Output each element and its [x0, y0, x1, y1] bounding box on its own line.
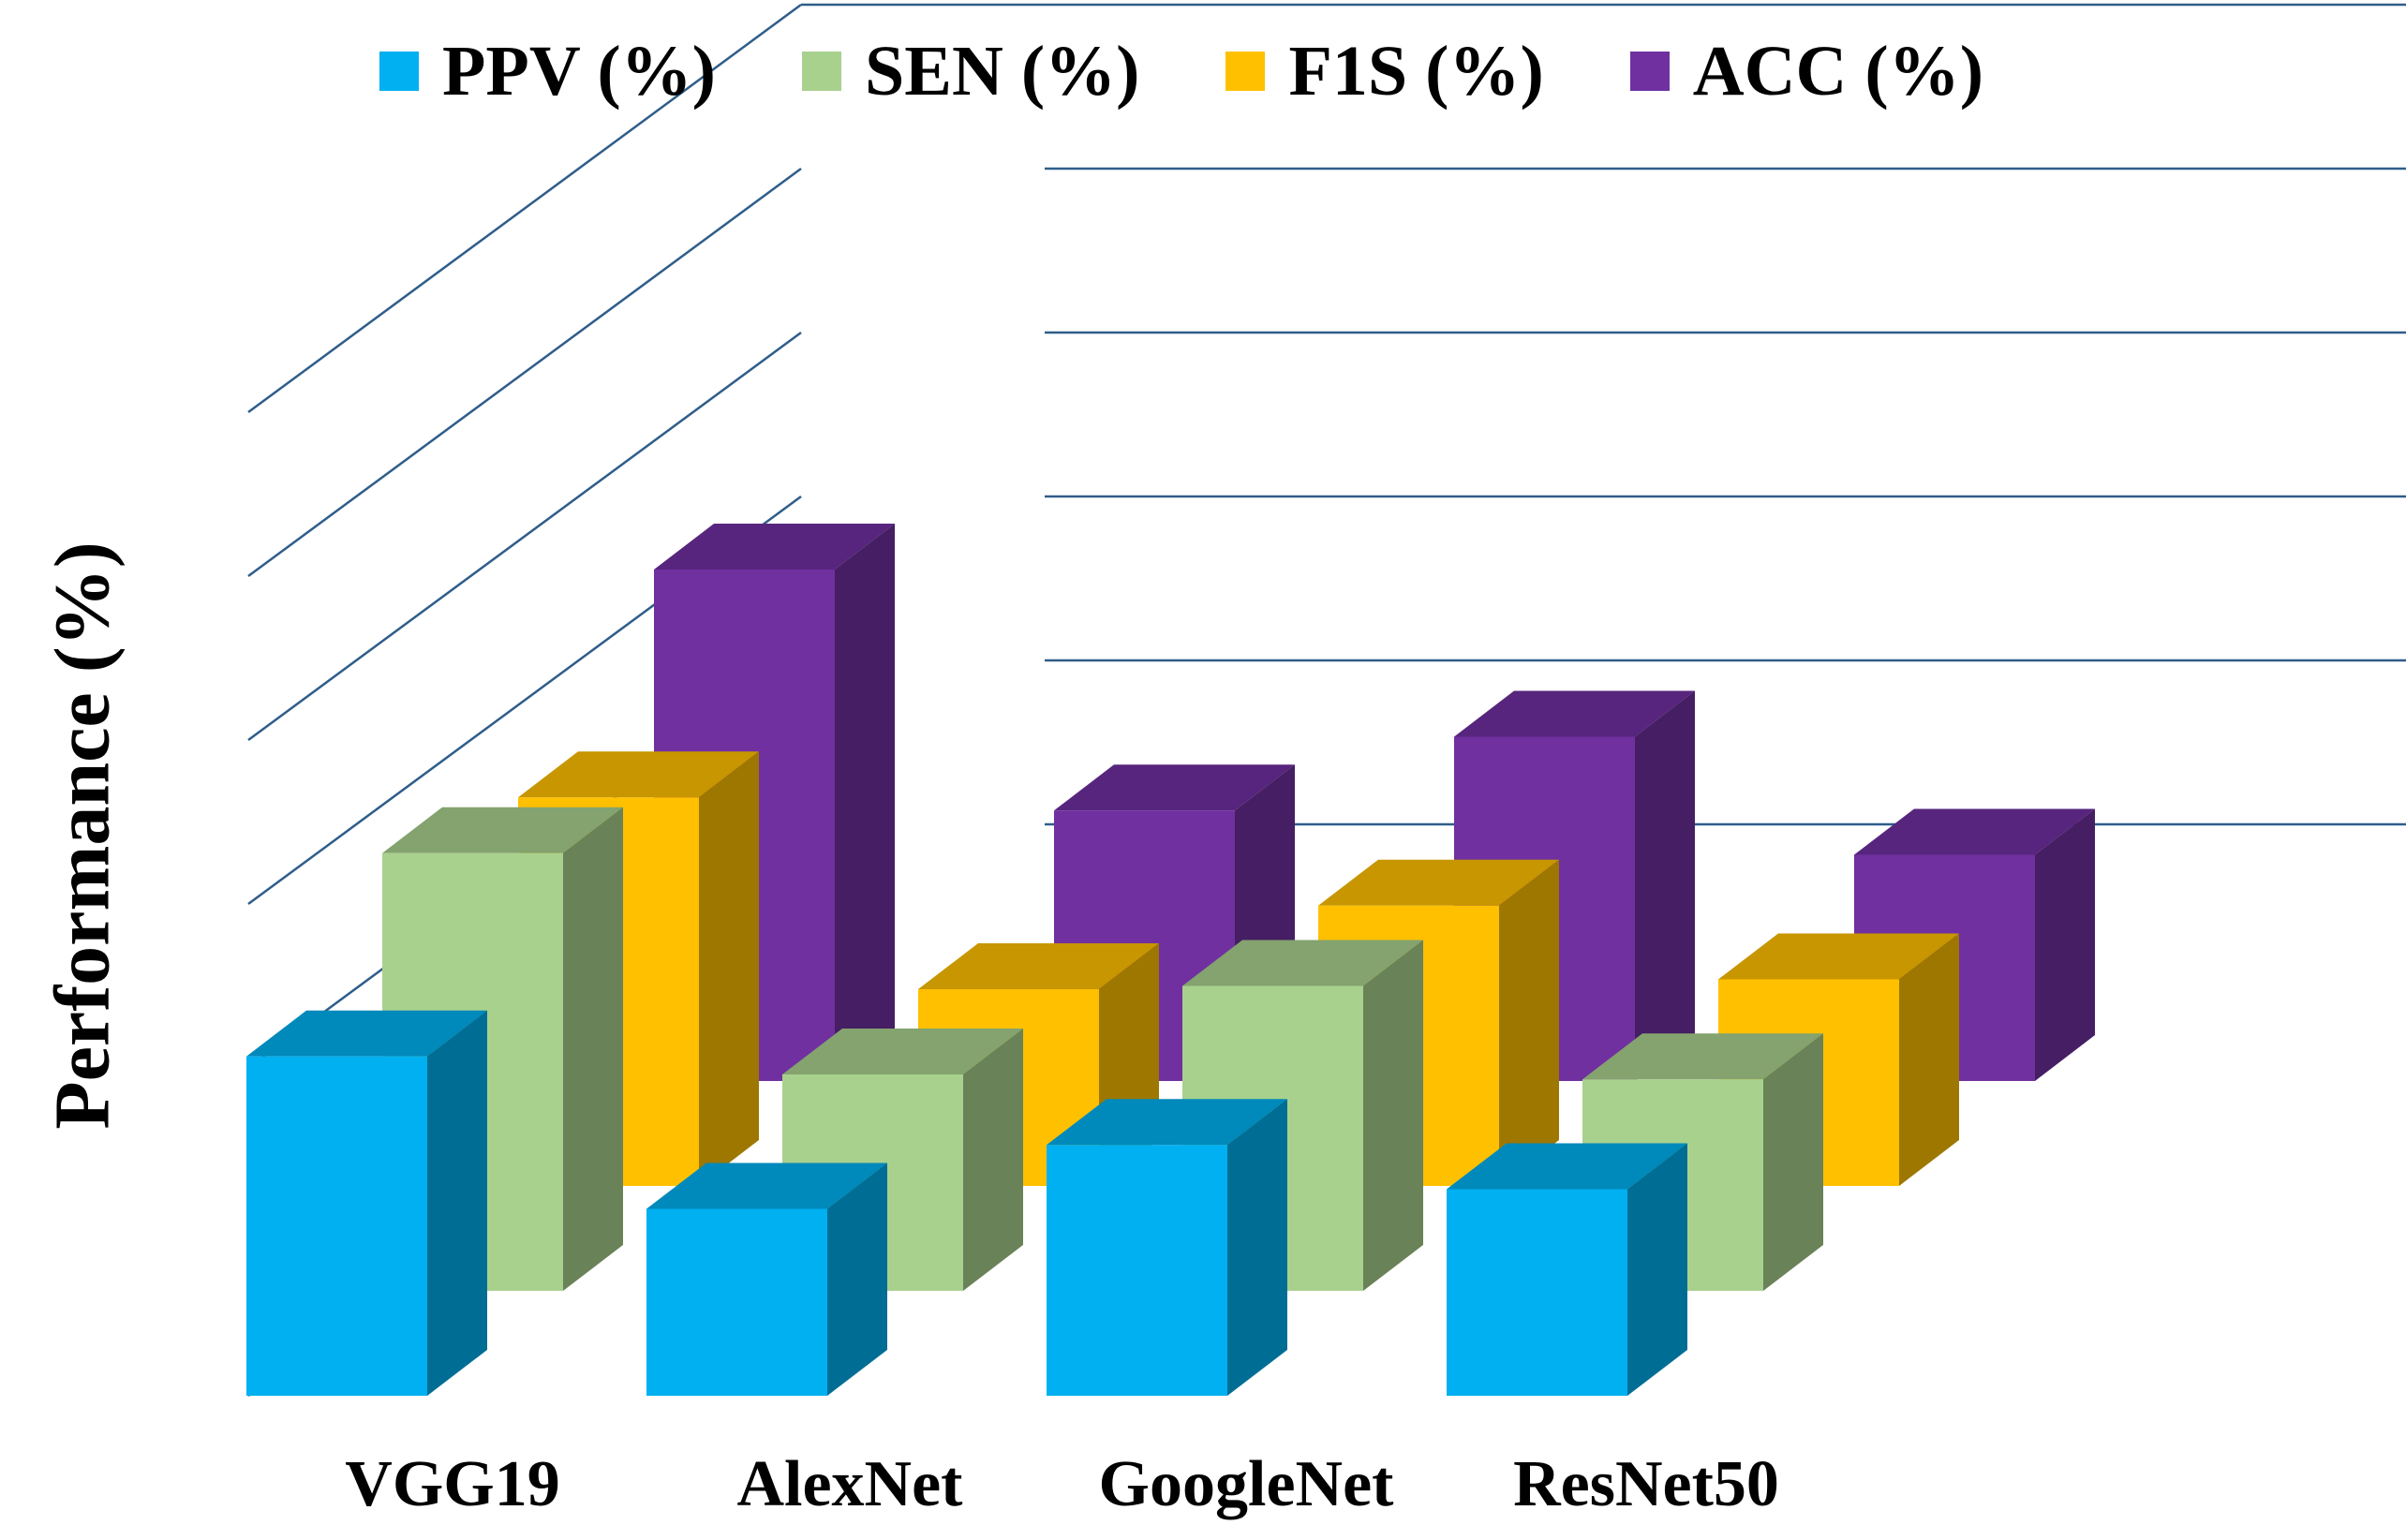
bar-side-face [1363, 940, 1423, 1291]
bar-top-face [918, 943, 1159, 989]
bar-top-face [782, 1029, 1023, 1074]
legend-swatch [1629, 52, 1670, 91]
legend-label: PPV (%) [442, 32, 716, 111]
bar-top-face [1447, 1143, 1687, 1190]
bar-front-face [1447, 1189, 1627, 1396]
bar-top-face [518, 751, 759, 798]
bar-ppv-vgg19 [246, 1010, 487, 1396]
bar-top-face [1047, 1099, 1287, 1146]
bar-top-face [654, 524, 895, 570]
bar-top-face [1718, 933, 1959, 980]
legend: PPV (%) SEN (%) F1S (%) ACC (%) [379, 36, 2070, 107]
y-axis-label: Performance (%) [38, 541, 126, 1130]
bar-top-face [1318, 859, 1559, 906]
bar-front-face [646, 1208, 827, 1396]
legend-swatch [379, 52, 419, 91]
bar-side-face [563, 807, 623, 1291]
gridline-diagonal [247, 331, 802, 742]
bar-top-face [246, 1010, 487, 1057]
bar-side-face [427, 1010, 487, 1396]
category-label: GoogleNet [1098, 1448, 1394, 1520]
bar-ppv-resnet50 [1447, 1143, 1687, 1396]
bar-side-face [699, 751, 759, 1186]
bar-front-face [246, 1056, 427, 1396]
legend-item: ACC (%) [1629, 32, 1984, 111]
bar-side-face [963, 1029, 1023, 1291]
bar-ppv-googlenet [1047, 1099, 1287, 1396]
gridline-diagonal [247, 3, 802, 414]
category-label: AlexNet [736, 1448, 963, 1520]
bar-side-face [835, 524, 895, 1081]
bar-top-face [1054, 764, 1295, 811]
legend-item: PPV (%) [379, 36, 716, 107]
bar-side-face [1635, 690, 1695, 1081]
bar-front-face [1047, 1145, 1227, 1396]
legend-label: SEN (%) [864, 32, 1140, 111]
bar-side-face [1227, 1099, 1287, 1396]
legend-label: ACC (%) [1692, 32, 1984, 111]
bar-side-face [827, 1162, 887, 1396]
bar-top-face [382, 807, 623, 853]
category-label: VGG19 [345, 1448, 560, 1520]
legend-swatch [1225, 52, 1266, 91]
bar-sen-alexnet [782, 1029, 1023, 1291]
legend-item: SEN (%) [801, 32, 1140, 111]
bar-side-face [1899, 933, 1959, 1186]
bar-side-face [1763, 1033, 1823, 1291]
bar-ppv-alexnet [646, 1162, 887, 1396]
bars [246, 524, 2095, 1396]
category-label: ResNet50 [1513, 1448, 1779, 1520]
gridline-diagonal [247, 167, 802, 578]
bar-side-face [1627, 1143, 1687, 1396]
bar-top-face [1854, 808, 2095, 855]
bar-top-face [1582, 1033, 1823, 1080]
legend-swatch [801, 52, 841, 91]
legend-label: F1S (%) [1288, 32, 1544, 111]
bar-top-face [1182, 940, 1423, 986]
bar-side-face [1499, 859, 1559, 1186]
bar-top-face [1454, 690, 1695, 737]
bar-side-face [2035, 808, 2095, 1081]
bar-top-face [646, 1162, 887, 1209]
legend-item: F1S (%) [1225, 32, 1544, 111]
